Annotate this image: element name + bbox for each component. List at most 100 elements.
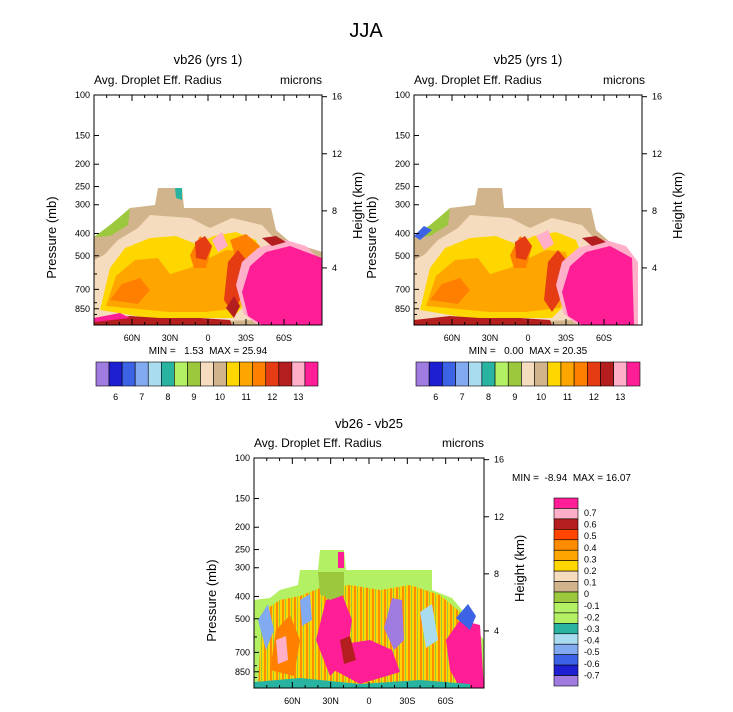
pressure-tick-label: 500 [395, 251, 410, 261]
min-max-stats: MIN = 0.00 MAX = 20.35 [469, 346, 588, 357]
lat-tick-label: 0 [525, 333, 530, 343]
height-tick-label: 12 [494, 512, 504, 522]
pressure-tick-label: 500 [75, 251, 90, 261]
height-tick-label: 16 [652, 92, 662, 102]
y-axis-label: Pressure (mb) [364, 196, 379, 278]
pressure-tick-label: 250 [75, 182, 90, 192]
pressure-tick-label: 250 [235, 545, 250, 555]
colorbar-swatch [481, 361, 496, 387]
colorbar-swatch [600, 361, 614, 387]
colorbar-swatch [226, 361, 240, 387]
colorbar-label: 10 [536, 392, 546, 402]
lat-tick-label: 0 [366, 696, 371, 706]
colorbar-label: 11 [563, 392, 572, 402]
colorbar-swatch [553, 612, 579, 624]
lat-tick-label: 60S [276, 333, 292, 343]
colorbar-swatch [521, 361, 535, 387]
colorbar-swatch [553, 497, 579, 509]
colorbar-swatch [553, 643, 579, 655]
colorbar-swatch [553, 591, 579, 603]
min-max-stats: MIN = -8.94 MAX = 16.07 [512, 473, 631, 484]
lat-tick-label: 60S [596, 333, 612, 343]
colorbar-swatch [95, 361, 110, 387]
variable-label: Avg. Droplet Eff. Radius [94, 73, 222, 87]
pressure-tick-label: 300 [395, 200, 410, 210]
colorbar-label: 0.2 [584, 566, 597, 576]
colorbar-label: 12 [267, 392, 277, 402]
colorbar-label: -0.5 [584, 647, 600, 657]
colorbar-label: 6 [433, 392, 438, 402]
colorbar-label: -0.4 [584, 636, 600, 646]
lat-tick-label: 60S [438, 696, 454, 706]
colorbar-label: 0.7 [584, 508, 597, 518]
colorbar-label: -0.7 [584, 670, 600, 680]
height-tick-label: 8 [494, 569, 499, 579]
pressure-tick-label: 200 [235, 522, 250, 532]
lat-tick-label: 60N [124, 333, 141, 343]
colorbar-swatch [108, 361, 123, 387]
panel-title: vb26 - vb25 [335, 416, 403, 431]
colorbar-label: 7 [460, 392, 465, 402]
height-tick-label: 4 [332, 263, 337, 273]
height-tick-label: 16 [494, 455, 504, 465]
colorbar-swatch [553, 539, 579, 551]
field-image [414, 188, 638, 325]
colorbar-swatch [553, 581, 579, 593]
pressure-tick-label: 200 [75, 159, 90, 169]
variable-label: Avg. Droplet Eff. Radius [254, 436, 382, 450]
colorbar-swatch [547, 361, 562, 387]
colorbar-swatch [553, 654, 579, 666]
colorbar-label: 0.4 [584, 543, 597, 553]
y-axis-label-right: Height (km) [512, 535, 527, 602]
colorbar-label: 6 [113, 392, 118, 402]
colorbar-swatch [291, 361, 306, 387]
colorbar-swatch [239, 361, 254, 387]
lat-tick-label: 30S [399, 696, 415, 706]
colorbar-swatch [560, 361, 575, 387]
pressure-tick-label: 100 [395, 90, 410, 100]
units-label: microns [603, 73, 645, 87]
colorbar-swatch [553, 570, 579, 582]
panel-title: vb25 (yrs 1) [494, 52, 563, 67]
colorbar-swatch [553, 675, 579, 687]
height-tick-label: 16 [332, 92, 342, 102]
lat-tick-label: 60N [284, 696, 301, 706]
min-max-stats: MIN = 1.53 MAX = 25.94 [149, 346, 268, 357]
colorbar-label: 0.3 [584, 554, 597, 564]
colorbar-label: 13 [293, 392, 303, 402]
panel-vb25: vb25 (yrs 1) Avg. Droplet Eff. Radius mi… [413, 52, 645, 326]
height-tick-label: 12 [332, 149, 342, 159]
colorbar-swatch [553, 664, 579, 676]
colorbar-swatch [187, 361, 201, 387]
lat-tick-label: 30N [322, 696, 339, 706]
colorbar-swatch [534, 361, 549, 387]
units-label: microns [442, 436, 484, 450]
pressure-tick-label: 300 [75, 200, 90, 210]
pressure-tick-label: 850 [75, 304, 90, 314]
pressure-tick-label: 150 [75, 131, 90, 141]
colorbar-swatch [147, 361, 162, 387]
colorbar-swatch [553, 518, 579, 530]
height-tick-label: 4 [652, 263, 657, 273]
panel-vb26: vb26 (yrs 1) Avg. Droplet Eff. Radius mi… [93, 52, 323, 326]
pressure-tick-label: 400 [235, 591, 250, 601]
pressure-tick-label: 150 [235, 494, 250, 504]
colorbar-label: -0.3 [584, 624, 600, 634]
colorbar-label: 0.6 [584, 520, 597, 530]
height-tick-label: 12 [652, 149, 662, 159]
colorbar-swatch [415, 361, 430, 387]
colorbar-swatch [586, 361, 601, 387]
colorbar-swatch [428, 361, 443, 387]
colorbar-swatch [553, 508, 579, 520]
colorbar-swatch [507, 361, 522, 387]
lat-tick-label: 30S [238, 333, 254, 343]
colorbar-swatch [442, 361, 456, 387]
pressure-tick-label: 700 [235, 647, 250, 657]
y-axis-label: Pressure (mb) [204, 559, 219, 641]
field-image [254, 550, 484, 688]
colorbar-swatch [265, 361, 280, 387]
colorbar-swatch [213, 361, 227, 387]
colorbar-swatch [494, 361, 509, 387]
